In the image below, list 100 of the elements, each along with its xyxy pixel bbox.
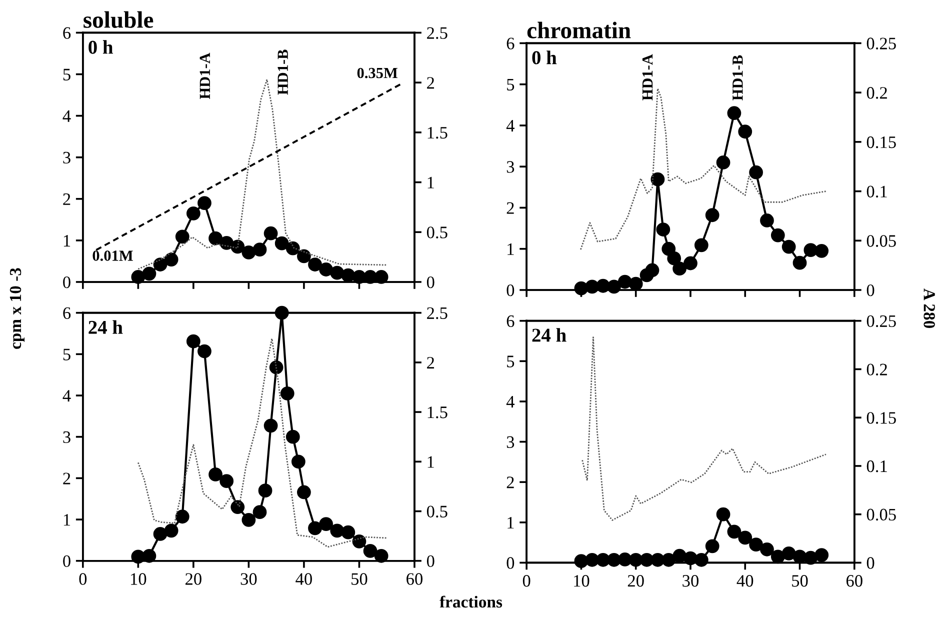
y2-tick-label: 0.5 [426, 506, 448, 518]
point [363, 544, 378, 558]
x-tick-label: 30 [240, 573, 257, 585]
y-tick-label: 0 [506, 284, 514, 296]
y2-tick-label: 0.05 [866, 508, 896, 521]
x-tick-label: 30 [682, 575, 699, 587]
x-tick-label: 20 [628, 575, 644, 587]
y-tick-label: 3 [506, 436, 514, 448]
y2-tick-label: 0.1 [866, 186, 887, 198]
y2-tick-label: 0.2 [866, 364, 887, 376]
y-tick-label: 0 [63, 555, 70, 568]
y-tick-label: 5 [63, 348, 70, 360]
y2-tick-label: 1 [428, 456, 434, 468]
y2-tick-label: 0.15 [866, 136, 896, 148]
point [153, 258, 168, 272]
y-tick-label: 2 [506, 202, 514, 214]
point [208, 468, 222, 482]
y-tick-label: 5 [507, 356, 514, 368]
y-tick-label: 6 [63, 27, 71, 39]
y-axis-title: cpm x 10 -3 [10, 268, 25, 349]
point [705, 208, 720, 222]
y2-tick-label: 0.15 [866, 412, 896, 424]
point [242, 512, 256, 527]
point [705, 539, 720, 554]
point [242, 246, 256, 260]
point [716, 156, 730, 170]
y2-tick-label: 1.5 [428, 406, 448, 418]
y-tick-label: 5 [507, 78, 514, 91]
y2-tick-label: 0 [426, 555, 434, 568]
x-axis-title: fractions [440, 596, 502, 608]
point [198, 196, 212, 210]
point [792, 256, 807, 270]
y-tick-label: 6 [63, 307, 71, 320]
point [319, 517, 333, 532]
point [727, 106, 742, 120]
y-tick-label: 5 [63, 68, 70, 80]
y-tick-label: 4 [62, 110, 71, 122]
y2-tick-label: 2.5 [427, 307, 448, 320]
y-tick-label: 6 [506, 38, 514, 50]
y2-tick-label: 2.5 [427, 27, 448, 39]
point [175, 230, 190, 244]
y-tick-label: 3 [63, 152, 70, 164]
annotation: HD1-B [732, 55, 743, 100]
line-series [582, 336, 827, 521]
point [198, 344, 212, 358]
point [164, 252, 178, 266]
annotation: 0.35M [357, 68, 398, 78]
point [252, 505, 267, 520]
point [297, 249, 311, 264]
y2-tick-label: 0 [426, 276, 434, 288]
x-tick-label: 60 [846, 575, 862, 587]
point [804, 243, 818, 258]
annotation: 0 h [88, 40, 113, 54]
y-tick-label: 4 [506, 120, 514, 132]
x-tick-label: 50 [792, 575, 808, 587]
annotation: 0 h [532, 50, 557, 64]
chart-title: soluble [84, 11, 154, 28]
y2-tick-label: 0 [866, 557, 874, 569]
point [330, 266, 344, 280]
y2-tick-label: 2 [427, 77, 434, 89]
point [684, 256, 698, 270]
y-tick-label: 1 [508, 243, 514, 255]
point [645, 263, 660, 278]
y2-tick-label: 0.2 [866, 87, 887, 99]
point [618, 274, 632, 289]
point [264, 418, 278, 433]
point [220, 474, 234, 488]
x-tick-label: 40 [736, 575, 754, 587]
point [280, 386, 294, 400]
point [274, 236, 289, 250]
x-tick-label: 0 [522, 575, 530, 587]
point [760, 214, 774, 228]
point [814, 548, 829, 562]
point [770, 228, 785, 242]
point [297, 485, 311, 500]
x-tick-label: 40 [296, 573, 312, 585]
x-tick-label: 20 [186, 573, 202, 585]
y2-tick-label: 0.25 [866, 315, 896, 328]
y-tick-label: 0 [506, 557, 514, 569]
y-tick-label: 2 [63, 472, 70, 484]
point [258, 484, 272, 498]
y-tick-label: 4 [62, 390, 71, 402]
x-tick-label: 60 [406, 573, 422, 585]
point [782, 546, 796, 560]
point [749, 165, 763, 180]
y-tick-label: 1 [508, 516, 514, 528]
point [352, 534, 366, 548]
point [286, 430, 300, 444]
point [308, 521, 322, 536]
point [291, 454, 306, 469]
point [782, 240, 796, 254]
x-tick-label: 0 [79, 573, 87, 585]
point [153, 527, 168, 541]
point [341, 525, 356, 540]
point [738, 124, 752, 139]
point [738, 530, 752, 545]
y-tick-label: 3 [506, 161, 514, 173]
y2-tick-label: 0.05 [866, 235, 896, 247]
point [760, 542, 774, 556]
x-tick-label: 50 [352, 573, 368, 585]
